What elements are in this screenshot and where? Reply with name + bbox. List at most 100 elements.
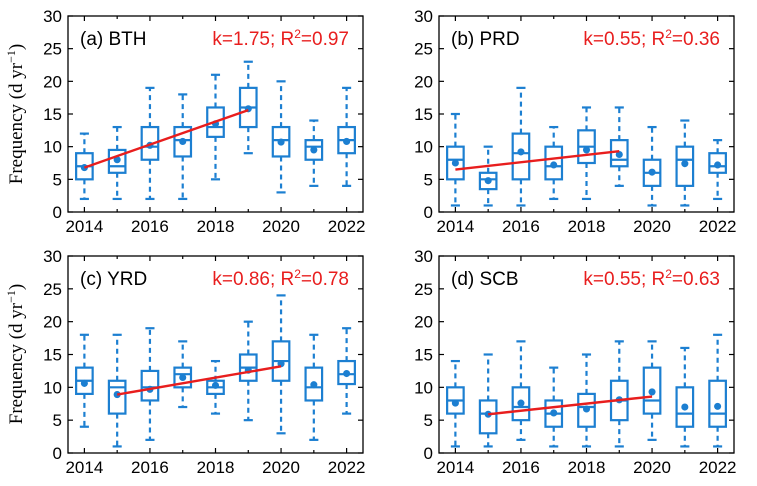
panel-1: 0 5 10 15 20 25 30 2014 2016 2018 2020 2022 (a) BTH k… (43, 7, 365, 236)
y-axis-label-2: Frequency (d yr−1) (4, 284, 27, 424)
y-tick-label: 15 (414, 105, 433, 124)
mean-marker (80, 379, 88, 387)
box-2014 (446, 112, 465, 207)
y-tick-label: 30 (414, 247, 433, 266)
x-tick-label: 2022 (328, 458, 366, 477)
box-2020 (271, 80, 291, 194)
mean-marker (179, 373, 187, 382)
mean-marker (582, 146, 591, 154)
x-tick-label: 2016 (502, 458, 540, 477)
x-tick-label: 2018 (197, 217, 235, 236)
box-2018 (206, 73, 225, 181)
trend-line (83, 108, 249, 169)
box-2015 (107, 125, 127, 201)
x-tick-label: 2018 (568, 217, 606, 236)
box-2019 (238, 60, 258, 155)
annotation-k: k=1.75; R (212, 29, 294, 50)
box-2015 (107, 333, 127, 448)
mean-marker (681, 403, 689, 411)
y-tick-label: 20 (43, 313, 62, 332)
y-tick-label: 15 (414, 346, 433, 365)
y-tick-label: 30 (43, 247, 62, 266)
box-2022 (337, 327, 356, 415)
mean-marker (517, 399, 525, 407)
annotation-r2-value: =0.97 (301, 29, 349, 50)
trend-line (455, 150, 620, 171)
box-2020 (642, 340, 662, 441)
x-tick-label: 2020 (262, 217, 300, 236)
y-tick-label: 20 (414, 313, 433, 332)
annotation-r2-sup: 2 (294, 27, 301, 41)
x-tick-label: 2014 (436, 458, 474, 477)
mean-marker (343, 369, 351, 378)
box-2019 (609, 340, 629, 448)
trend-line (488, 395, 653, 416)
mean-marker (550, 161, 558, 169)
y-axis-label-1: Frequency (d yr−1) (4, 44, 27, 184)
box-2020 (271, 294, 291, 435)
box-2017 (173, 340, 193, 409)
trend-line (116, 365, 282, 396)
y-tick-label: 20 (414, 72, 433, 91)
panel-4: 0 5 10 15 20 25 30 2014 2016 2018 2020 2022 (d) SCB k… (414, 247, 736, 477)
trend-annotation: k=0.86; R2=0.78 (212, 267, 349, 290)
annotation-r2-sup: 2 (294, 267, 301, 281)
panel-label: (a) BTH (80, 29, 147, 50)
trend-annotation: k=1.75; R2=0.97 (212, 27, 349, 50)
box-2021 (675, 346, 695, 448)
box-2020 (642, 125, 662, 207)
box-2016 (511, 340, 531, 441)
box-2015 (478, 353, 498, 448)
y-tick-label: 25 (43, 280, 62, 299)
box-2016 (140, 327, 160, 441)
mean-marker (451, 399, 459, 407)
y-tick-label: 5 (53, 170, 62, 189)
box-iqr (140, 369, 160, 402)
mean-marker (714, 402, 722, 410)
panel-2: 0 5 10 15 20 25 30 2014 2016 2018 2020 2022 (b) PRD k… (414, 7, 736, 236)
box-2022 (708, 139, 727, 201)
mean-marker (550, 409, 558, 417)
y-tick-label: 15 (43, 346, 62, 365)
y-tick-label: 5 (424, 170, 433, 189)
y-tick-label: 0 (53, 444, 62, 463)
mean-marker (582, 405, 591, 413)
box-2019 (609, 106, 629, 187)
x-tick-label: 2014 (436, 217, 474, 236)
x-tick-label: 2016 (502, 217, 540, 236)
panel-label: (c) YRD (80, 269, 147, 290)
mean-marker (451, 159, 459, 167)
panel-label: (b) PRD (451, 29, 520, 50)
mean-marker (648, 168, 656, 176)
mean-marker (484, 177, 492, 185)
x-tick-label: 2022 (699, 458, 737, 477)
x-tick-label: 2020 (633, 217, 671, 236)
annotation-k: k=0.55; R (583, 269, 665, 290)
trend-annotation: k=0.55; R2=0.36 (583, 27, 720, 50)
annotation-r2-value: =0.63 (672, 269, 720, 290)
y-tick-label: 10 (43, 138, 62, 157)
mean-marker (277, 138, 285, 146)
box-2021 (675, 119, 695, 207)
mean-marker (310, 381, 318, 389)
trend-annotation: k=0.55; R2=0.63 (583, 267, 720, 290)
annotation-k: k=0.86; R (212, 269, 294, 290)
y-tick-label: 20 (43, 72, 62, 91)
mean-marker (648, 388, 656, 396)
mean-marker (714, 161, 722, 169)
y-tick-label: 0 (424, 444, 433, 463)
y-tick-label: 10 (43, 378, 62, 397)
mean-marker (681, 160, 689, 168)
y-tick-label: 0 (424, 203, 433, 222)
box-2019 (238, 320, 258, 422)
x-tick-label: 2016 (131, 217, 169, 236)
annotation-r2-sup: 2 (665, 267, 672, 281)
x-tick-label: 2022 (699, 217, 737, 236)
panel-3: 0 5 10 15 20 25 30 2014 2016 2018 2020 2022 (c) YRD k… (43, 247, 365, 477)
x-tick-label: 2020 (633, 458, 671, 477)
y-tick-label: 25 (414, 40, 433, 59)
box-2015 (478, 145, 498, 207)
y-tick-label: 5 (53, 411, 62, 430)
y-tick-label: 0 (53, 203, 62, 222)
